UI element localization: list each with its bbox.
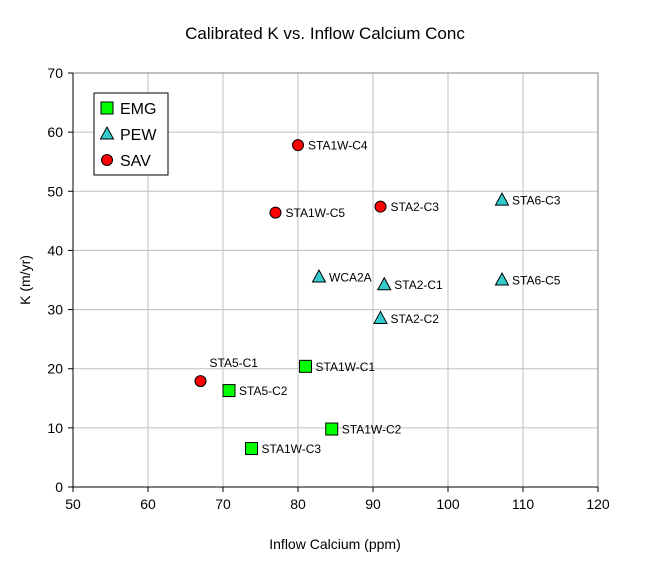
legend-label: EMG [120,101,156,118]
data-point-triangle [311,268,327,283]
data-label: WCA2A [329,271,372,285]
data-point-triangle [494,271,510,286]
y-tick-label: 20 [47,361,63,377]
y-tick-label: 10 [47,420,63,436]
data-point-circle [374,200,387,213]
data-label: STA2-C2 [391,312,440,326]
data-label: STA5-C2 [239,384,288,398]
y-tick-label: 30 [47,302,63,318]
data-point-square [325,422,339,436]
data-label: STA2-C1 [394,278,443,292]
legend-marker-square [100,101,114,115]
x-tick-label: 120 [586,496,610,512]
data-point-triangle [376,276,392,291]
x-tick-label: 80 [290,496,306,512]
data-point-square [222,384,236,398]
data-label: STA1W-C3 [262,442,322,456]
data-point-circle [269,206,282,219]
data-point-triangle [494,192,510,206]
legend-marker-triangle [99,125,115,140]
y-axis-label: K (m/yr) [17,255,33,305]
data-label: STA6-C3 [512,194,561,208]
y-tick-label: 40 [47,242,63,258]
data-label: STA1W-C1 [316,360,376,374]
x-tick-label: 90 [365,496,381,512]
series-emg: STA1W-C1 STA5-C2 STA1W-C2 STA1W-C3 [222,359,402,456]
legend-label: SAV [120,153,151,170]
data-point-circle [194,375,207,388]
legend-marker-circle [101,154,113,166]
x-tick-label: 50 [65,496,81,512]
legend: EMG PEW SAV [93,92,169,176]
series-pew: STA6-C3 WCA2A STA2-C1 STA6-C5 STA2-C2 [311,192,561,326]
data-label: STA5-C1 [210,356,259,370]
chart-title: Calibrated K vs. Inflow Calcium Conc [185,24,465,43]
x-axis-label: Inflow Calcium (ppm) [269,536,400,552]
data-label: STA2-C3 [391,200,440,214]
y-tick-label: 50 [47,183,63,199]
y-tick-label: 0 [55,479,63,495]
x-tick-label: 70 [215,496,231,512]
data-point-square [299,359,312,373]
data-point-square [245,442,258,456]
legend-label: PEW [120,127,157,144]
x-tick-label: 100 [436,496,460,512]
data-label: STA1W-C5 [286,206,346,220]
y-tick-label: 60 [47,124,63,140]
data-point-triangle [373,310,388,324]
data-label: STA1W-C4 [308,139,368,153]
x-tick-label: 110 [512,496,535,512]
series-sav: STA1W-C4 STA2-C3 STA1W-C5 STA5-C1 [194,139,440,388]
data-label: STA6-C5 [512,274,561,288]
x-tick-label: 60 [140,496,156,512]
plot-area: 50 60 70 80 90 100 110 120 0 10 20 30 40 50 60 70 STA1W-… [47,65,609,512]
data-label: STA1W-C2 [342,423,402,437]
y-tick-label: 70 [47,65,63,81]
data-point-circle [292,139,304,152]
